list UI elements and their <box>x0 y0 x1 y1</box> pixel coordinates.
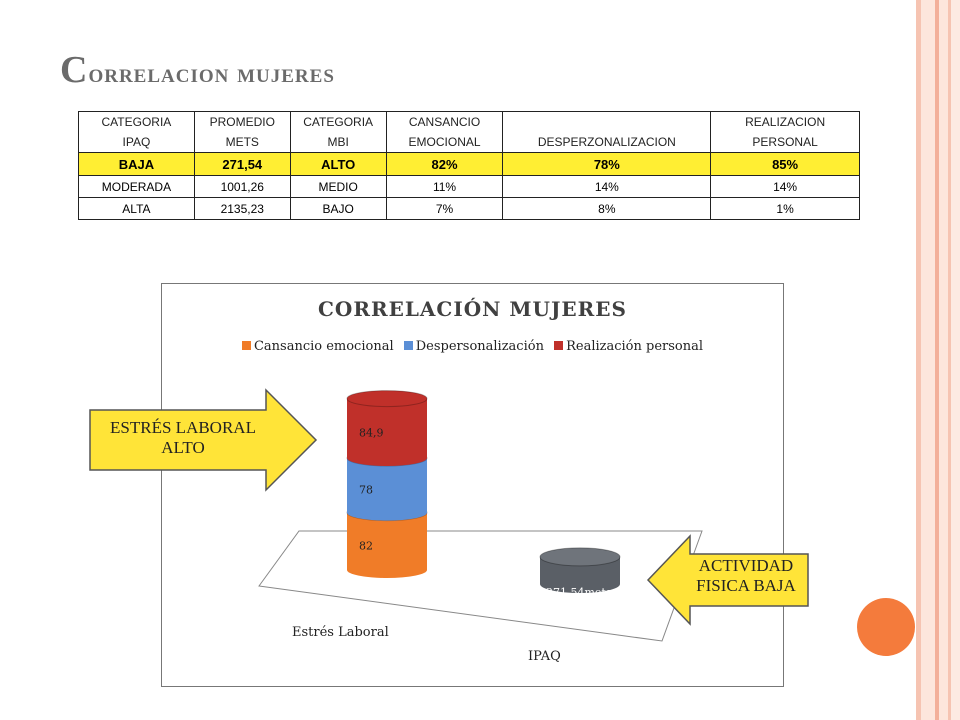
table-cell: 1% <box>710 197 860 220</box>
header-realizacion-personal: REALIZACION PERSONAL <box>710 111 860 153</box>
table-row: MODERADA 1001,26 MEDIO 11% 14% 14% <box>78 175 860 198</box>
chart-floor <box>258 530 703 642</box>
table-row: BAJA 271,54 ALTO 82% 78% 85% <box>78 152 860 176</box>
legend-label: Cansancio emocional <box>253 339 394 354</box>
legend-swatch <box>241 341 251 350</box>
legend-item: Realización personal <box>554 339 703 354</box>
table-cell: 7% <box>385 197 504 220</box>
table-cell: 2135,23 <box>193 197 291 220</box>
chart-frame: CORRELACIÓN MUJERES Cansancio emocional … <box>161 283 784 687</box>
chart-legend: Cansancio emocional Despersonalización R… <box>162 339 783 354</box>
header-promedio-mets: PROMEDIO METS <box>193 111 291 153</box>
data-label: 78 <box>359 483 373 496</box>
table-cell: BAJO <box>289 197 387 220</box>
callout-right-line2: FISICA BAJA <box>696 576 796 595</box>
table-cell: ALTO <box>289 152 387 176</box>
table-cell: 11% <box>385 175 504 198</box>
table-cell: ALTA <box>78 197 195 220</box>
legend-item: Despersonalización <box>403 339 544 354</box>
table-cell: 14% <box>710 175 860 198</box>
table-cell: 8% <box>502 197 712 220</box>
legend-swatch <box>554 341 564 350</box>
bar-segment-top <box>346 390 428 408</box>
data-label: 82 <box>359 539 373 552</box>
bar-ipaq-top <box>539 547 621 567</box>
table-cell: 1001,26 <box>193 175 291 198</box>
data-label: 84,9 <box>359 426 384 439</box>
table-row: ALTA 2135,23 BAJO 7% 8% 1% <box>78 197 860 220</box>
chart-title: CORRELACIÓN MUJERES <box>318 297 627 321</box>
bar-segment <box>347 398 427 466</box>
arrow-left-shape <box>646 534 809 626</box>
callout-estres-laboral: ESTRÉS LABORAL ALTO <box>88 388 318 492</box>
legend-label: Despersonalización <box>415 339 544 354</box>
header-cansancio-emocional: CANSANCIO EMOCIONAL <box>385 111 504 153</box>
category-label: IPAQ <box>528 649 561 664</box>
table-cell: 85% <box>710 152 860 176</box>
table-cell: MODERADA <box>78 175 195 198</box>
header-categoria-mbi: CATEGORIA MBI <box>289 111 387 153</box>
legend-swatch <box>403 341 413 350</box>
table-cell: 14% <box>502 175 712 198</box>
arrow-right-shape <box>89 388 318 492</box>
accent-dot <box>857 598 915 656</box>
table-cell: 78% <box>502 152 712 176</box>
callout-actividad-fisica: ACTIVIDAD FISICA BAJA <box>646 534 810 626</box>
table-cell: MEDIO <box>289 175 387 198</box>
chart-plot: 82 78 84,9 271,54mets Estrés Laboral IPAQ <box>258 390 703 664</box>
legend-label: Realización personal <box>566 339 704 354</box>
table-cell: 271,54 <box>193 152 291 176</box>
decorative-stripes <box>916 0 960 720</box>
legend-item: Cansancio emocional <box>241 339 394 354</box>
category-label: Estrés Laboral <box>292 625 389 640</box>
title-cap: C <box>60 49 89 91</box>
correlation-table: CATEGORIA IPAQ PROMEDIO METS CATEGORIA MBI … <box>78 111 860 220</box>
table-header-row: CATEGORIA IPAQ PROMEDIO METS CATEGORIA MBI … <box>78 111 860 153</box>
table-cell: 82% <box>385 152 504 176</box>
callout-left-line2: ALTO <box>161 438 205 457</box>
bar-segment <box>347 458 427 521</box>
data-label: 271,54mets <box>546 586 612 599</box>
bar-ipaq <box>540 556 620 593</box>
title-rest: orrelacion mujeres <box>88 58 335 88</box>
callout-left-line1: ESTRÉS LABORAL <box>110 418 256 437</box>
header-desperzonalizacion: DESPERZONALIZACION <box>502 111 712 153</box>
table-cell: BAJA <box>78 152 195 176</box>
slide-title: Correlacion mujeres <box>60 48 335 92</box>
bar-segment <box>347 512 427 578</box>
callout-right-line1: ACTIVIDAD <box>698 556 794 575</box>
header-categoria-ipaq: CATEGORIA IPAQ <box>78 111 195 153</box>
